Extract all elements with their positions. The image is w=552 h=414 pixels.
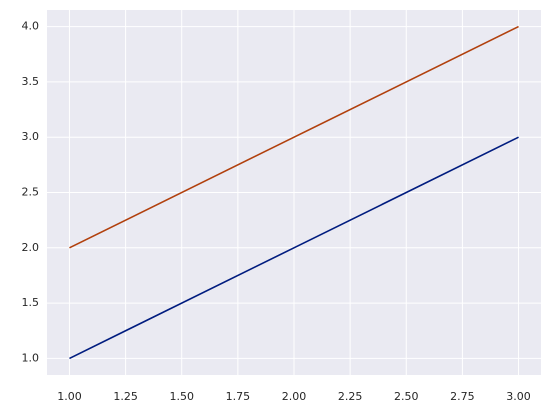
x-tick-label: 2.25	[338, 390, 363, 403]
x-tick-label: 2.00	[282, 390, 307, 403]
x-tick-label: 2.50	[394, 390, 419, 403]
x-tick-label: 3.00	[506, 390, 531, 403]
y-tick-label: 1.0	[22, 351, 40, 364]
x-tick-label: 1.50	[169, 390, 194, 403]
x-tick-label: 2.75	[450, 390, 475, 403]
y-tick-label: 2.0	[22, 241, 40, 254]
line-series	[69, 136, 519, 360]
y-tick-label: 3.5	[22, 75, 40, 88]
y-tick-label: 3.0	[22, 130, 40, 143]
y-tick-label: 4.0	[22, 20, 40, 33]
x-tick-label: 1.25	[113, 390, 138, 403]
y-tick-label: 2.5	[22, 186, 40, 199]
line-series	[69, 25, 519, 249]
x-tick-label: 1.75	[226, 390, 251, 403]
x-tick-label: 1.00	[57, 390, 82, 403]
y-tick-label: 1.5	[22, 296, 40, 309]
